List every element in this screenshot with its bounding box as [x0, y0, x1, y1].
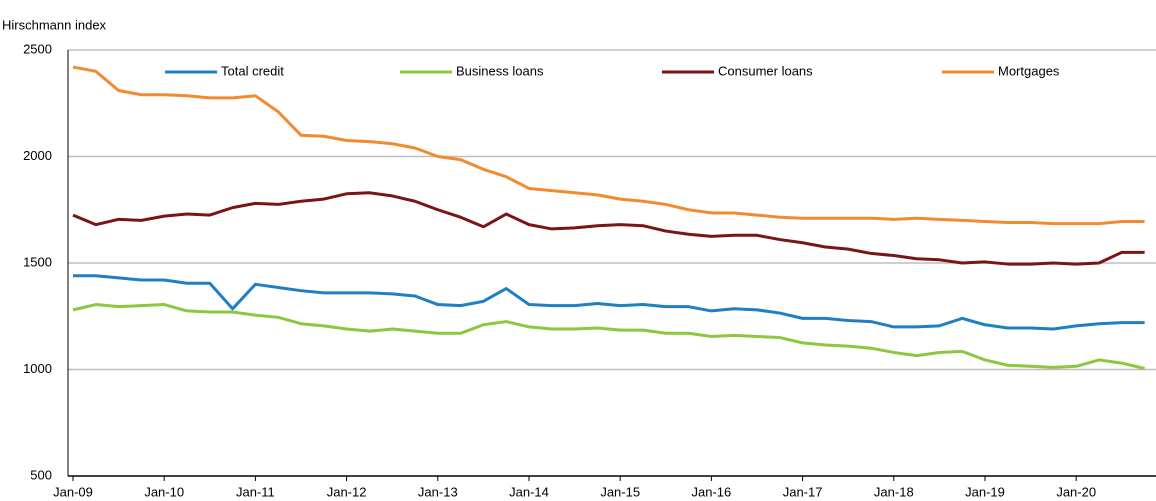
legend-label: Mortgages	[998, 63, 1060, 78]
x-tick-label: Jan-19	[965, 484, 1005, 499]
x-tick-label: Jan-12	[327, 484, 367, 499]
y-tick-label: 500	[30, 467, 52, 482]
x-tick-label: Jan-16	[692, 484, 732, 499]
x-tick-label: Jan-17	[783, 484, 823, 499]
x-tick-label: Jan-14	[509, 484, 549, 499]
legend-label: Business loans	[456, 63, 544, 78]
series-line	[72, 303, 1145, 370]
y-axis-label: Hirschmann index	[2, 17, 107, 32]
x-tick-label: Jan-20	[1056, 484, 1096, 499]
series-line	[72, 191, 1145, 266]
y-tick-label: 1500	[23, 254, 52, 269]
legend-label: Consumer loans	[718, 63, 813, 78]
x-tick-label: Jan-10	[144, 484, 184, 499]
series-line	[72, 65, 1145, 226]
x-tick-label: Jan-09	[53, 484, 93, 499]
x-tick-label: Jan-18	[874, 484, 914, 499]
y-tick-label: 2000	[23, 148, 52, 163]
x-tick-label: Jan-11	[236, 484, 275, 499]
x-tick-label: Jan-15	[600, 484, 640, 499]
series-line	[73, 274, 1145, 331]
y-tick-label: 2500	[23, 41, 52, 56]
y-tick-label: 1000	[23, 361, 52, 376]
legend-label: Total credit	[221, 63, 284, 78]
x-tick-label: Jan-13	[418, 484, 458, 499]
